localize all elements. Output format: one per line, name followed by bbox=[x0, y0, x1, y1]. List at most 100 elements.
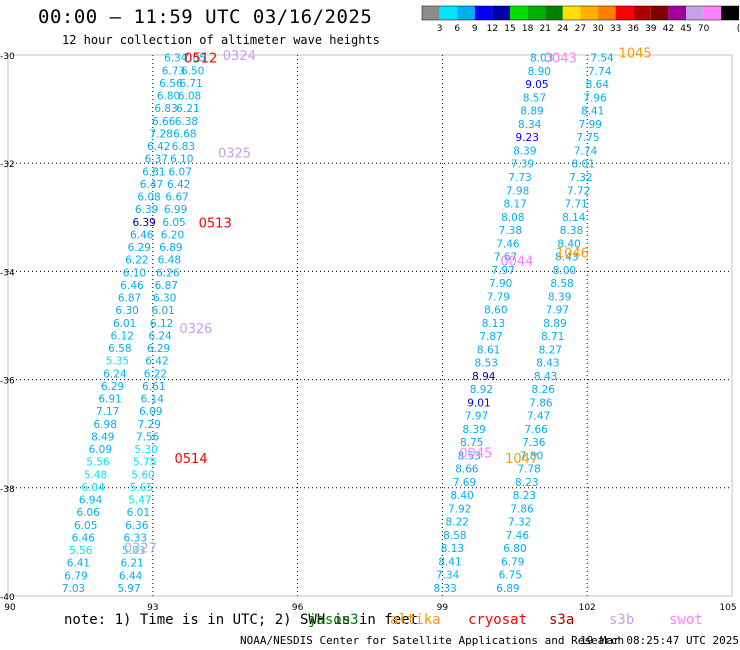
scale-swatch bbox=[633, 6, 651, 20]
map-plot: 90 93 96 99 102 105 -30 -32 -34 -36 -38 -40 6.346.73… bbox=[0, 46, 737, 612]
swh-value: 7.98 bbox=[506, 185, 529, 197]
swh-value: 6.58 bbox=[108, 343, 131, 355]
swh-value: 6.29 bbox=[101, 381, 124, 393]
time-label: 0043 bbox=[544, 52, 577, 67]
swh-value: 8.40 bbox=[557, 238, 580, 250]
swh-value: 7.79 bbox=[487, 291, 510, 303]
swh-value: 6.30 bbox=[153, 293, 176, 305]
lon-tick-label: 90 bbox=[4, 603, 16, 612]
swh-value: 7.69 bbox=[453, 477, 476, 489]
swh-value: 7.46 bbox=[496, 238, 520, 250]
swh-value: 6.99 bbox=[164, 204, 187, 216]
swh-value: 7.72 bbox=[567, 185, 590, 197]
swh-value: 8.13 bbox=[482, 318, 505, 330]
swh-value: 8.58 bbox=[550, 278, 573, 290]
swh-value: 7.29 bbox=[138, 419, 161, 431]
swh-value: 7.46 bbox=[506, 530, 530, 542]
swh-value: 7.96 bbox=[583, 92, 607, 104]
swh-value: 6.05 bbox=[74, 520, 97, 532]
swh-value: 5.65 bbox=[130, 482, 153, 494]
swh-value: 6.24 bbox=[103, 368, 127, 380]
scale-swatch bbox=[474, 6, 493, 20]
scale-swatch bbox=[598, 6, 616, 20]
swh-value: 8.75 bbox=[460, 437, 483, 449]
swh-value: 7.78 bbox=[517, 464, 540, 476]
lat-tick-label: -34 bbox=[0, 268, 15, 278]
lat-tick-label: -40 bbox=[0, 593, 15, 603]
time-label: 0045 bbox=[459, 447, 492, 462]
swh-value: 5.97 bbox=[117, 583, 140, 595]
swh-value: 8.53 bbox=[475, 358, 498, 370]
scale-label: 27 bbox=[575, 24, 586, 34]
swh-value: 8.40 bbox=[450, 490, 473, 502]
swh-value: 6.05 bbox=[162, 217, 185, 229]
swh-value: 8.66 bbox=[455, 464, 479, 476]
swh-value: 7.75 bbox=[576, 132, 599, 144]
time-label: 0324 bbox=[223, 49, 256, 64]
swh-value: 7.97 bbox=[465, 411, 488, 423]
swh-value: 7.92 bbox=[448, 503, 471, 515]
swh-value: 8.03 bbox=[530, 53, 553, 65]
swh-value: 6.41 bbox=[67, 558, 90, 570]
swh-value: 6.07 bbox=[169, 166, 192, 178]
swh-value: 6.87 bbox=[155, 280, 178, 292]
swh-value: 7.39 bbox=[511, 159, 534, 171]
swh-value: 6.81 bbox=[142, 166, 165, 178]
swh-value: 5.30 bbox=[134, 444, 157, 456]
swh-value: 7.34 bbox=[436, 570, 460, 582]
swh-value: 7.74 bbox=[588, 66, 612, 78]
scale-label: 18 bbox=[522, 24, 534, 34]
swh-value: 6.22 bbox=[125, 255, 148, 267]
swh-value: 7.87 bbox=[479, 331, 502, 343]
page-title: 00:00 – 11:59 UTC 03/16/2025 bbox=[38, 6, 373, 28]
swh-value: 8.71 bbox=[541, 331, 564, 343]
swh-value: 8.38 bbox=[560, 225, 583, 237]
swh-value: 6.24 bbox=[148, 330, 172, 342]
swh-value: 6.21 bbox=[176, 103, 199, 115]
scale-label: 70 bbox=[698, 24, 710, 34]
scale-unit: (ft) bbox=[737, 24, 740, 34]
swh-value: 6.42 bbox=[147, 141, 170, 153]
legend-s3a: s3a bbox=[549, 612, 575, 628]
swh-value: 6.01 bbox=[151, 305, 174, 317]
swh-value: 7.86 bbox=[510, 503, 534, 515]
swh-value: 6.09 bbox=[139, 406, 162, 418]
swh-value: 6.29 bbox=[147, 343, 170, 355]
swh-value: 5.60 bbox=[131, 469, 154, 481]
swh-value: 6.46 bbox=[130, 229, 154, 241]
swh-value: 6.10 bbox=[170, 154, 193, 166]
scale-label: 30 bbox=[592, 24, 604, 34]
swh-value: 8.23 bbox=[515, 477, 538, 489]
swh-value: 6.10 bbox=[123, 267, 146, 279]
swh-value: 8.43 bbox=[555, 252, 578, 264]
swh-value: 6.30 bbox=[115, 305, 138, 317]
swh-value: 6.66 bbox=[152, 116, 176, 128]
swh-value: 5.83 bbox=[122, 545, 145, 557]
lon-tick-label: 99 bbox=[437, 603, 449, 612]
scale-label: 42 bbox=[663, 24, 674, 34]
scale-swatch bbox=[510, 6, 528, 20]
legend-jason3: jason3 bbox=[308, 612, 359, 628]
scale-swatch bbox=[580, 6, 598, 20]
swh-value: 8.33 bbox=[433, 583, 456, 595]
swh-value: 8.39 bbox=[513, 145, 536, 157]
swh-value: 8.27 bbox=[539, 344, 562, 356]
scale-swatch bbox=[668, 6, 686, 20]
swh-value: 9.23 bbox=[516, 132, 539, 144]
swh-value: 8.90 bbox=[528, 66, 551, 78]
swh-value: 6.14 bbox=[141, 394, 165, 406]
swh-value: 6.42 bbox=[167, 179, 190, 191]
scale-swatch bbox=[686, 6, 704, 20]
scale-swatch bbox=[545, 6, 563, 20]
scale-swatch bbox=[527, 6, 546, 20]
swh-value: 6.79 bbox=[501, 556, 524, 568]
swh-value: 6.01 bbox=[127, 507, 150, 519]
swh-value: 6.29 bbox=[128, 242, 151, 254]
swh-value: 6.47 bbox=[140, 179, 163, 191]
swh-value: 8.39 bbox=[548, 291, 571, 303]
swh-value: 8.94 bbox=[472, 371, 496, 383]
swh-value: 6.71 bbox=[179, 78, 202, 90]
swh-value: 7.47 bbox=[527, 411, 550, 423]
scale-label: 3 bbox=[437, 24, 443, 34]
swh-value: 6.80 bbox=[157, 91, 180, 103]
